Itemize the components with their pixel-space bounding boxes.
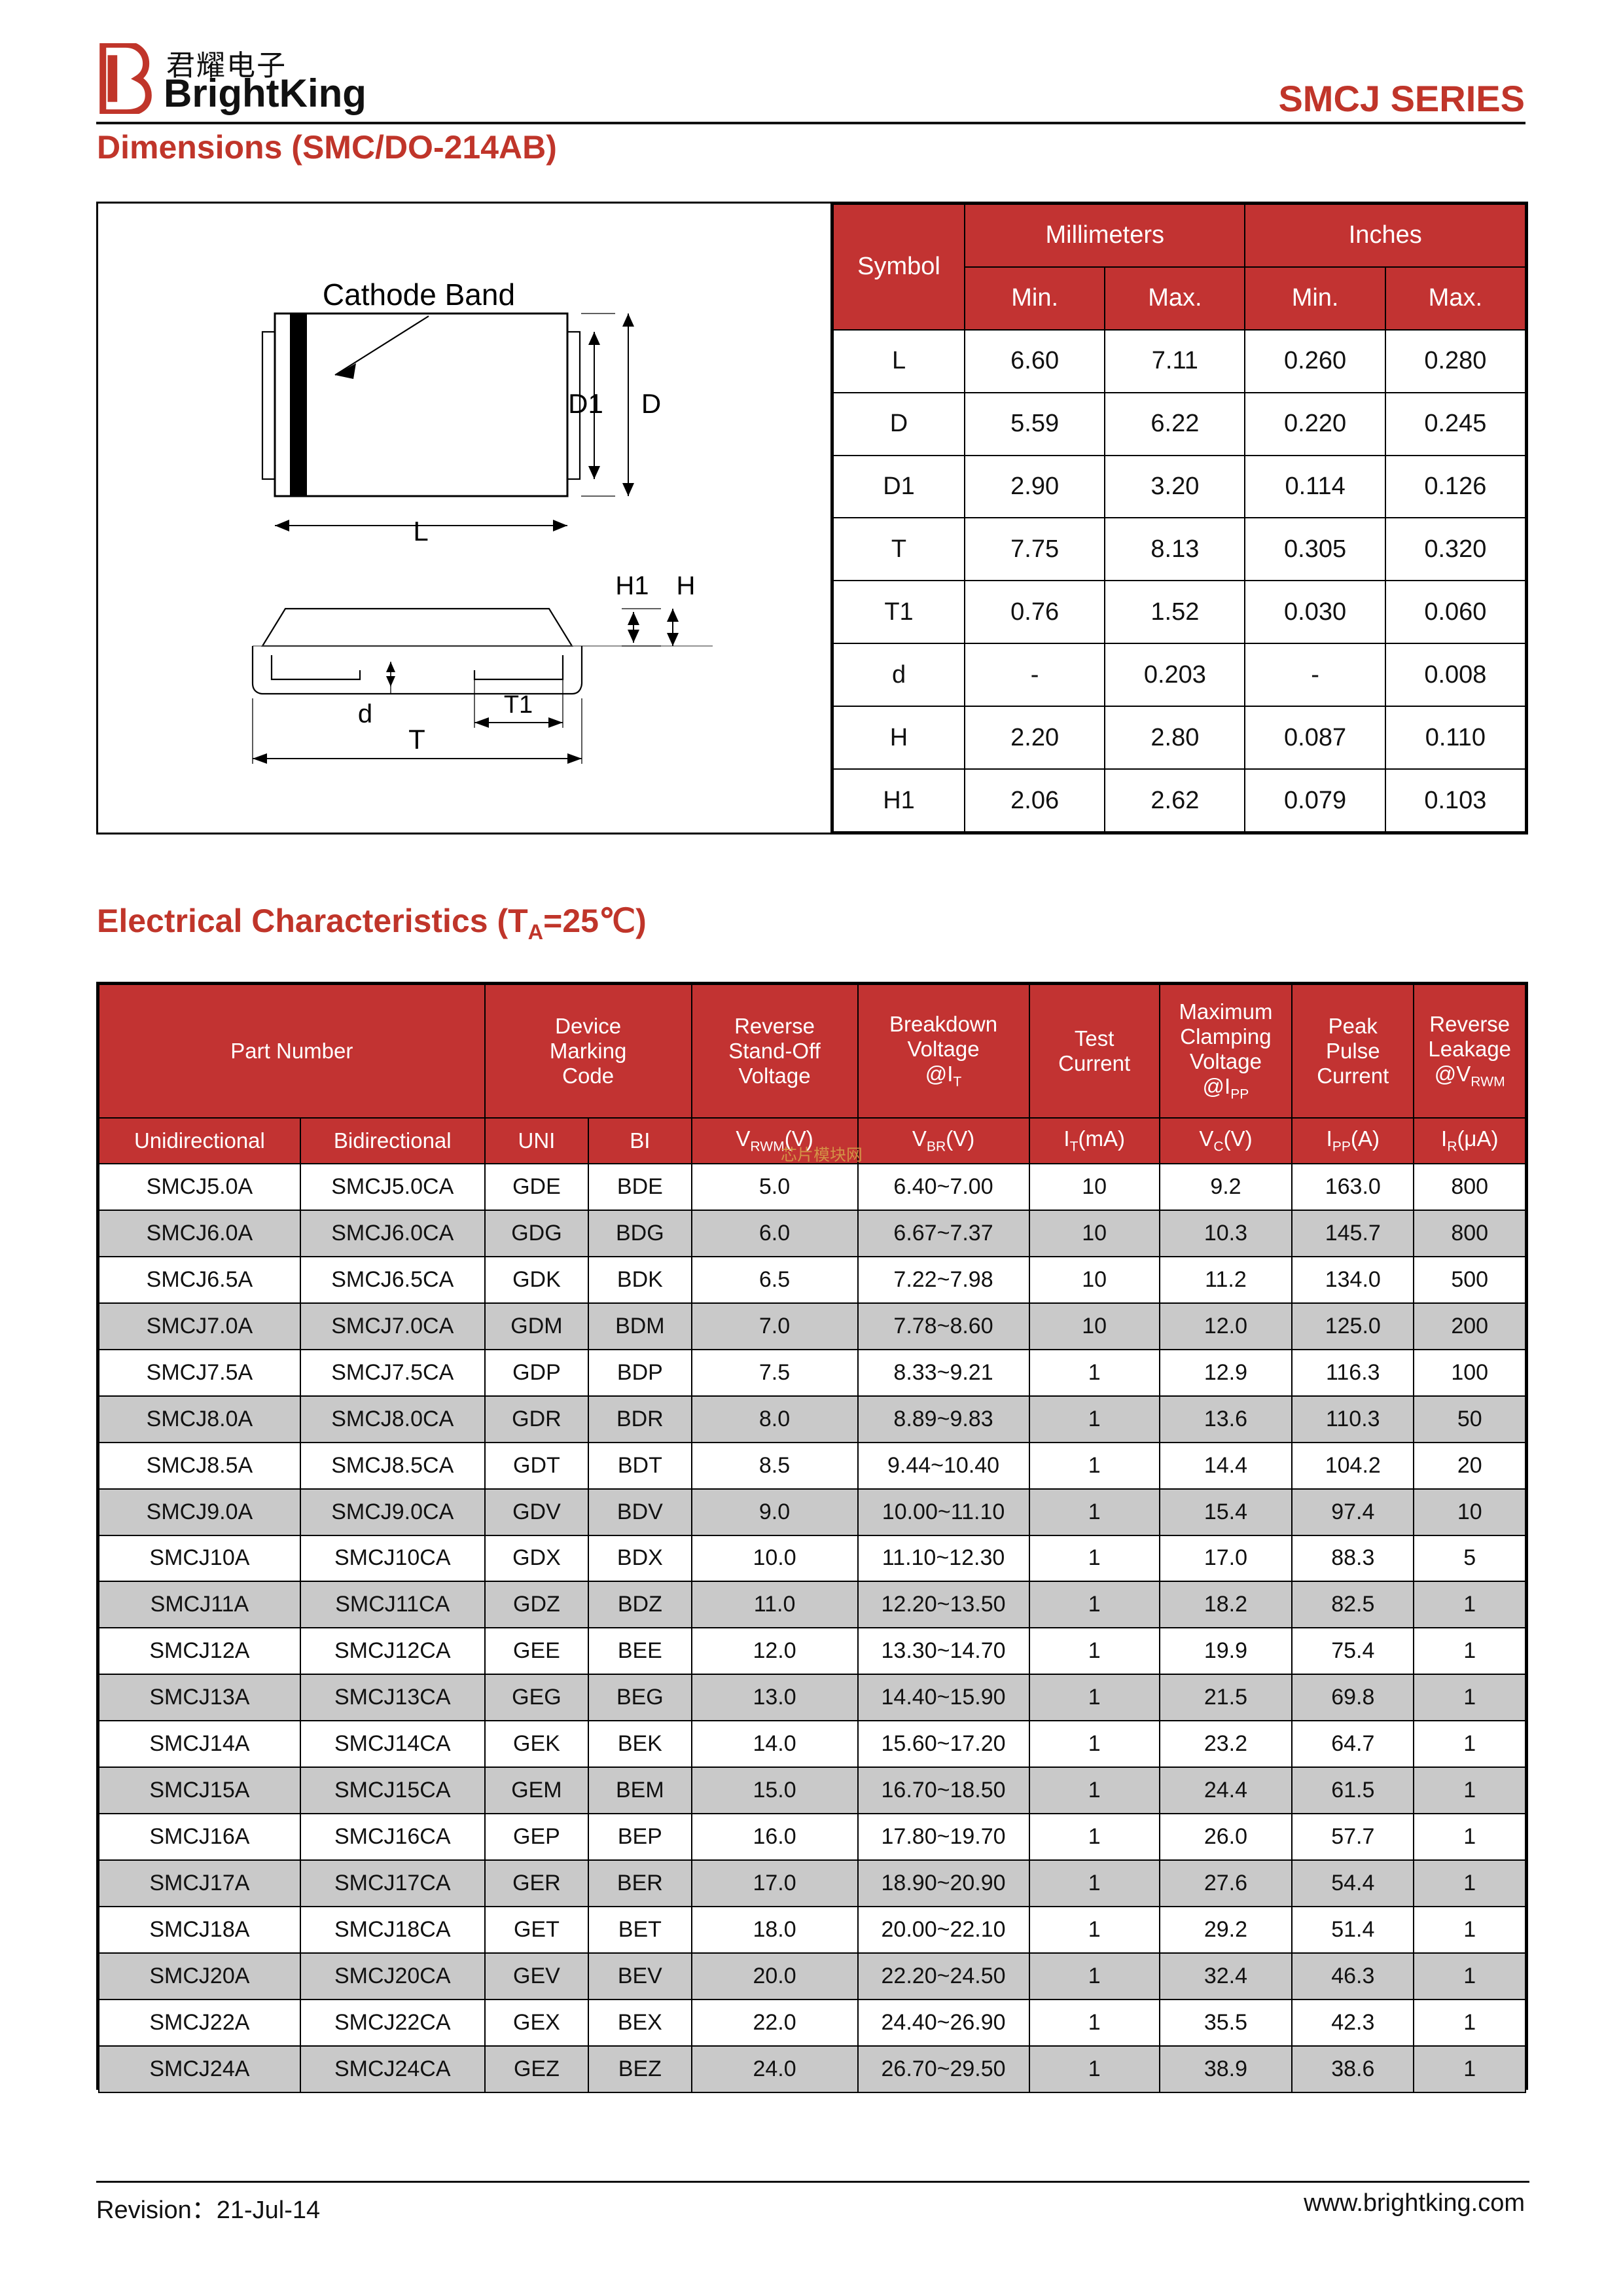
svg-text:L: L — [413, 516, 428, 547]
svg-text:d: d — [358, 700, 372, 728]
svg-text:H: H — [677, 571, 696, 600]
svg-text:D: D — [641, 388, 661, 419]
svg-text:Cathode Band: Cathode Band — [323, 278, 515, 312]
svg-text:T: T — [408, 724, 425, 755]
svg-text:T1: T1 — [504, 691, 533, 719]
svg-text:D1: D1 — [568, 388, 603, 419]
svg-text:H1: H1 — [615, 571, 649, 600]
